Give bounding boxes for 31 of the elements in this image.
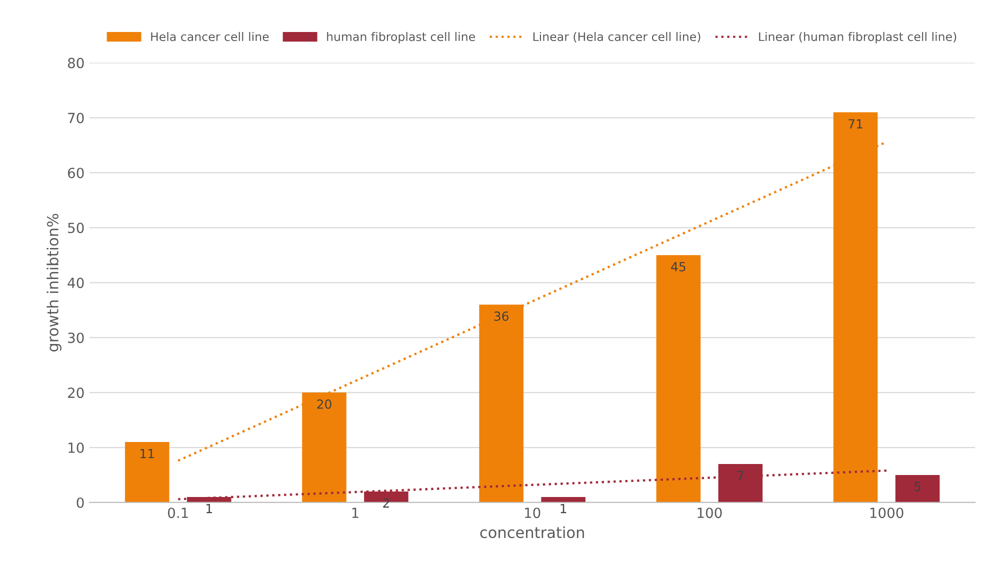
x-tick-label: 0.1 [168, 508, 188, 518]
legend-label: Linear (Hela cancer cell line) [533, 32, 700, 42]
x-axis-title: concentration [480, 526, 584, 538]
y-tick-label: 70 [68, 112, 84, 124]
x-tick-label: 1 [352, 508, 358, 518]
bar [895, 475, 940, 502]
data-label: 45 [671, 262, 686, 272]
x-tick-label: 10 [525, 508, 540, 518]
data-label: 11 [140, 449, 154, 458]
legend-label: Linear (human fibroplast cell line) [759, 32, 956, 44]
bar [656, 255, 701, 502]
data-label: 36 [494, 311, 508, 321]
legend-label: human fibroplast cell line [327, 32, 475, 44]
y-tick-label: 80 [68, 58, 84, 68]
data-label: 5 [914, 482, 920, 492]
x-tick-label: 1000 [870, 508, 904, 518]
y-tick-label: 0 [76, 497, 84, 508]
x-tick-label: 100 [698, 508, 722, 518]
bar [124, 442, 170, 502]
y-tick-label: 20 [68, 388, 84, 398]
y-tick-label: 50 [68, 222, 84, 234]
data-label: 20 [317, 399, 332, 409]
legend-label: Hela cancer cell line [151, 32, 269, 42]
y-tick-label: 30 [68, 332, 84, 344]
data-label: 71 [848, 119, 862, 128]
y-tick-label: 10 [68, 442, 84, 453]
y-tick-label: 60 [68, 168, 84, 178]
y-axis-title: growth inhibtion% [46, 214, 62, 352]
y-tick-label: 40 [68, 278, 84, 288]
bar [541, 496, 586, 502]
data-label: 7 [737, 470, 744, 480]
